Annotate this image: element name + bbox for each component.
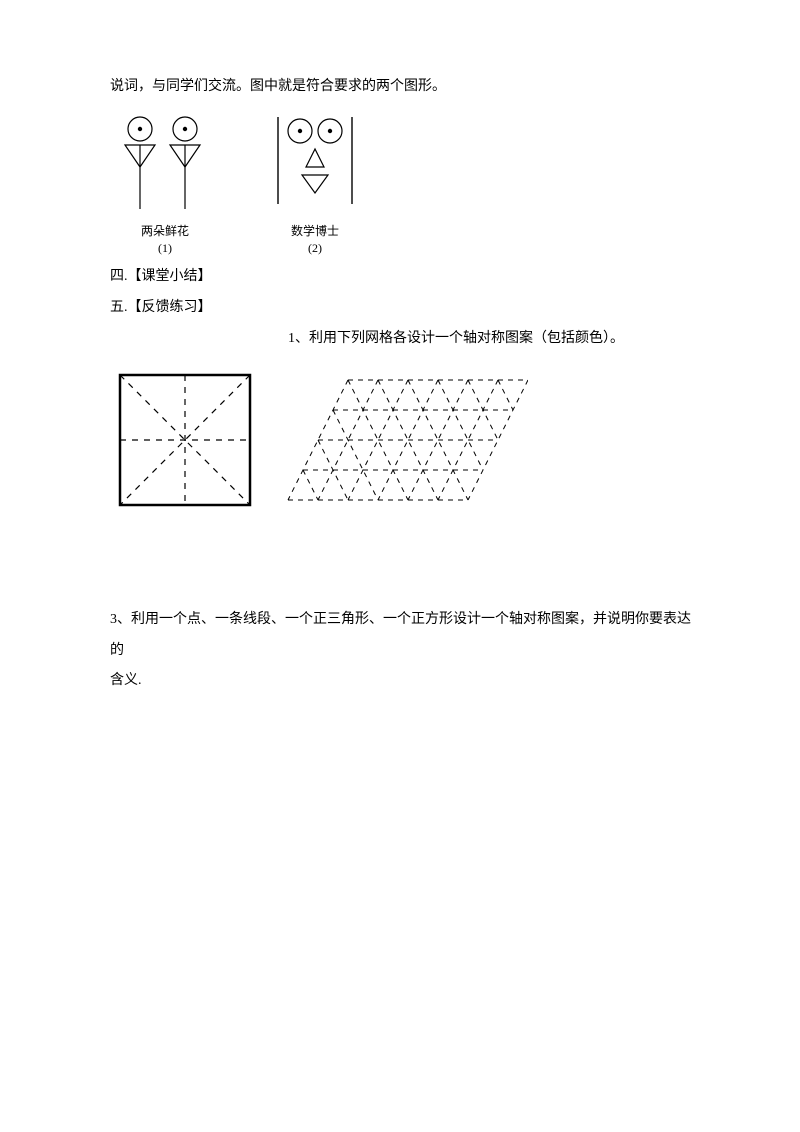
figure-face: 数学博士 (2) [260,109,370,257]
page: 说词，与同学们交流。图中就是符合要求的两个图形。 [0,0,800,1132]
question-3-line2: 含义. [110,666,704,697]
triangle-grid-svg [278,370,528,510]
section-4: 四.【课堂小结】 [110,262,704,293]
question-1-grids [110,365,704,515]
fig1-num: (1) [158,241,172,255]
flowers-svg [110,109,220,219]
fig2-num: (2) [308,241,322,255]
figure-flowers: 两朵鲜花 (1) [110,109,220,257]
example-figures-row: 两朵鲜花 (1) 数学博士 (2) [110,109,704,257]
intro-text: 说词，与同学们交流。图中就是符合要求的两个图形。 [110,72,704,103]
fig2-caption: 数学博士 [291,224,339,238]
face-svg [260,109,370,219]
figure-flowers-caption: 两朵鲜花 (1) [141,223,189,257]
section-5: 五.【反馈练习】 [110,293,704,324]
figure-face-caption: 数学博士 (2) [291,223,339,257]
square-grid-svg [110,365,260,515]
fig1-caption: 两朵鲜花 [141,224,189,238]
question-1: 1、利用下列网格各设计一个轴对称图案（包括颜色）。 [288,324,704,355]
question-3-line1: 3、利用一个点、一条线段、一个正三角形、一个正方形设计一个轴对称图案，并说明你要… [110,605,704,667]
spacer [110,515,704,605]
